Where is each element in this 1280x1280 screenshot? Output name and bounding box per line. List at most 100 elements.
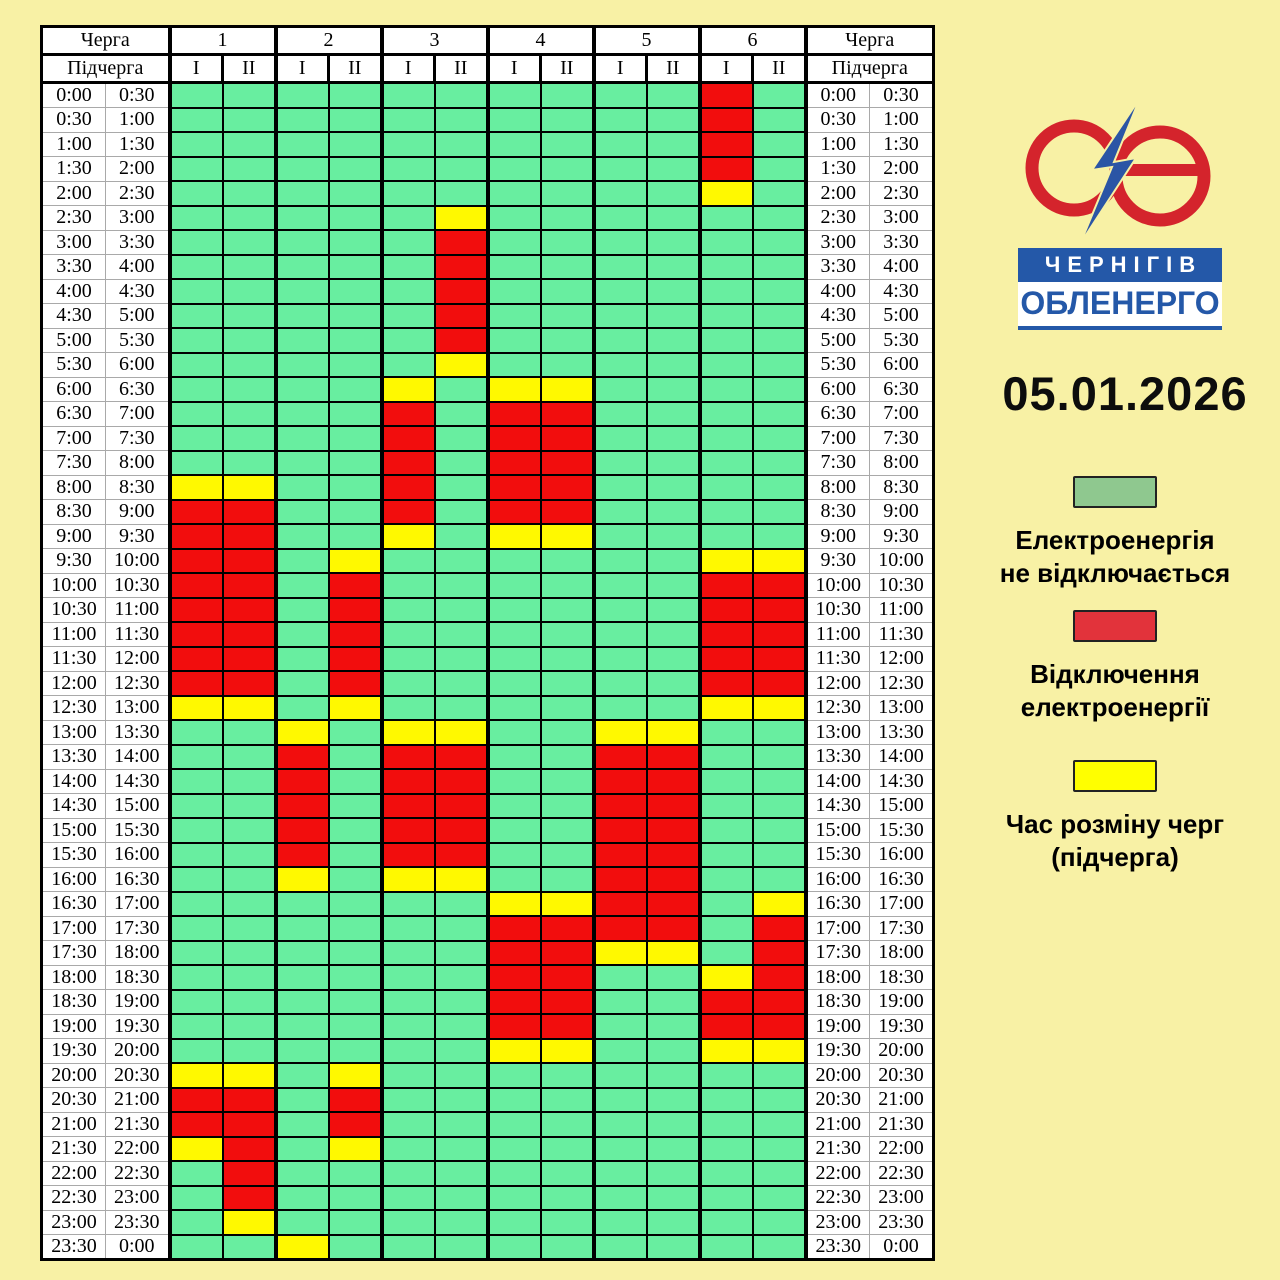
schedule-cell xyxy=(327,131,383,158)
power-on-label-line2: не відключається xyxy=(999,558,1231,588)
schedule-cell xyxy=(327,1160,383,1187)
schedule-cell xyxy=(539,302,595,329)
schedule-cell xyxy=(273,988,330,1015)
schedule-cell xyxy=(433,1135,489,1162)
schedule-cell xyxy=(379,915,436,942)
schedule-cell xyxy=(539,1013,595,1040)
schedule-cell xyxy=(167,621,224,648)
time-end: 9:30 xyxy=(105,523,170,549)
schedule-cell xyxy=(645,547,701,574)
time-end: 4:30 xyxy=(869,278,935,304)
schedule-cell xyxy=(327,915,383,942)
schedule-cell xyxy=(645,327,701,354)
schedule-cell xyxy=(273,743,330,770)
subqueue-number: II xyxy=(221,53,277,84)
schedule-cell xyxy=(539,474,595,501)
schedule-cell xyxy=(485,743,542,770)
subqueue-number: II xyxy=(433,53,489,84)
schedule-cell xyxy=(273,572,330,599)
schedule-cell xyxy=(327,694,383,721)
schedule-cell xyxy=(379,1037,436,1064)
schedule-row: 2:00 2:30 2:00 2:30 xyxy=(40,180,935,207)
schedule-cell xyxy=(697,817,754,844)
schedule-cell xyxy=(327,204,383,231)
schedule-cell xyxy=(379,817,436,844)
schedule-cell xyxy=(327,155,383,182)
schedule-cell xyxy=(645,1013,701,1040)
time-start: 6:30 xyxy=(805,401,870,427)
time-end: 15:30 xyxy=(869,817,935,843)
schedule-cell xyxy=(327,841,383,868)
schedule-cell xyxy=(433,645,489,672)
schedule-cell xyxy=(485,498,542,525)
subqueue-number: I xyxy=(167,53,224,84)
time-end: 20:30 xyxy=(105,1062,170,1088)
schedule-row: 11:00 11:30 11:00 11:30 xyxy=(40,621,935,648)
schedule-cell xyxy=(167,817,224,844)
schedule-cell xyxy=(697,449,754,476)
schedule-row: 19:00 19:30 19:00 19:30 xyxy=(40,1013,935,1040)
subqueue-number: II xyxy=(327,53,383,84)
time-start: 17:30 xyxy=(40,940,106,966)
schedule-row: 10:00 10:30 10:00 10:30 xyxy=(40,572,935,599)
schedule-cell xyxy=(327,645,383,672)
time-end: 10:30 xyxy=(105,572,170,598)
schedule-cell xyxy=(591,1062,648,1089)
time-end: 17:00 xyxy=(869,891,935,917)
time-start: 14:30 xyxy=(40,793,106,819)
schedule-cell xyxy=(591,1013,648,1040)
schedule-cell xyxy=(591,425,648,452)
schedule-cell xyxy=(167,1160,224,1187)
schedule-cell xyxy=(221,621,277,648)
schedule-cell xyxy=(751,988,808,1015)
schedule-cell xyxy=(433,1233,489,1261)
schedule-cell xyxy=(167,1037,224,1064)
schedule-cell xyxy=(697,1037,754,1064)
schedule-cell xyxy=(167,180,224,207)
schedule-cell xyxy=(751,743,808,770)
schedule-cell xyxy=(485,253,542,280)
schedule-cell xyxy=(539,890,595,917)
schedule-cell xyxy=(591,645,648,672)
time-start: 3:30 xyxy=(805,254,870,280)
schedule-cell xyxy=(167,694,224,721)
queue-number: 4 xyxy=(485,25,595,56)
time-end: 8:00 xyxy=(869,450,935,476)
schedule-cell xyxy=(379,498,436,525)
schedule-cell xyxy=(379,1184,436,1211)
schedule-cell xyxy=(167,400,224,427)
schedule-cell xyxy=(751,792,808,819)
schedule-cell xyxy=(167,327,224,354)
schedule-cell xyxy=(485,1160,542,1187)
schedule-cell xyxy=(539,1111,595,1138)
time-start: 5:30 xyxy=(805,352,870,378)
schedule-cell xyxy=(433,988,489,1015)
schedule-cell xyxy=(645,1135,701,1162)
schedule-cell xyxy=(485,988,542,1015)
time-end: 9:30 xyxy=(869,523,935,549)
schedule-cell xyxy=(697,964,754,991)
schedule-cell xyxy=(751,474,808,501)
time-end: 14:00 xyxy=(105,744,170,770)
time-start: 11:30 xyxy=(40,646,106,672)
schedule-cell xyxy=(591,1160,648,1187)
schedule-cell xyxy=(697,768,754,795)
schedule-cell xyxy=(167,474,224,501)
time-start: 23:30 xyxy=(805,1234,870,1261)
schedule-cell xyxy=(273,964,330,991)
schedule-cell xyxy=(591,841,648,868)
schedule-cell xyxy=(591,866,648,893)
time-end: 6:00 xyxy=(869,352,935,378)
schedule-cell xyxy=(379,155,436,182)
time-end: 16:00 xyxy=(105,842,170,868)
time-end: 4:00 xyxy=(869,254,935,280)
schedule-cell xyxy=(751,621,808,648)
schedule-cell xyxy=(221,645,277,672)
schedule-cell xyxy=(751,1037,808,1064)
time-end: 6:00 xyxy=(105,352,170,378)
schedule-cell xyxy=(539,425,595,452)
schedule-cell xyxy=(433,890,489,917)
schedule-cell xyxy=(645,474,701,501)
schedule-cell xyxy=(645,1111,701,1138)
schedule-row: 1:00 1:30 1:00 1:30 xyxy=(40,131,935,158)
